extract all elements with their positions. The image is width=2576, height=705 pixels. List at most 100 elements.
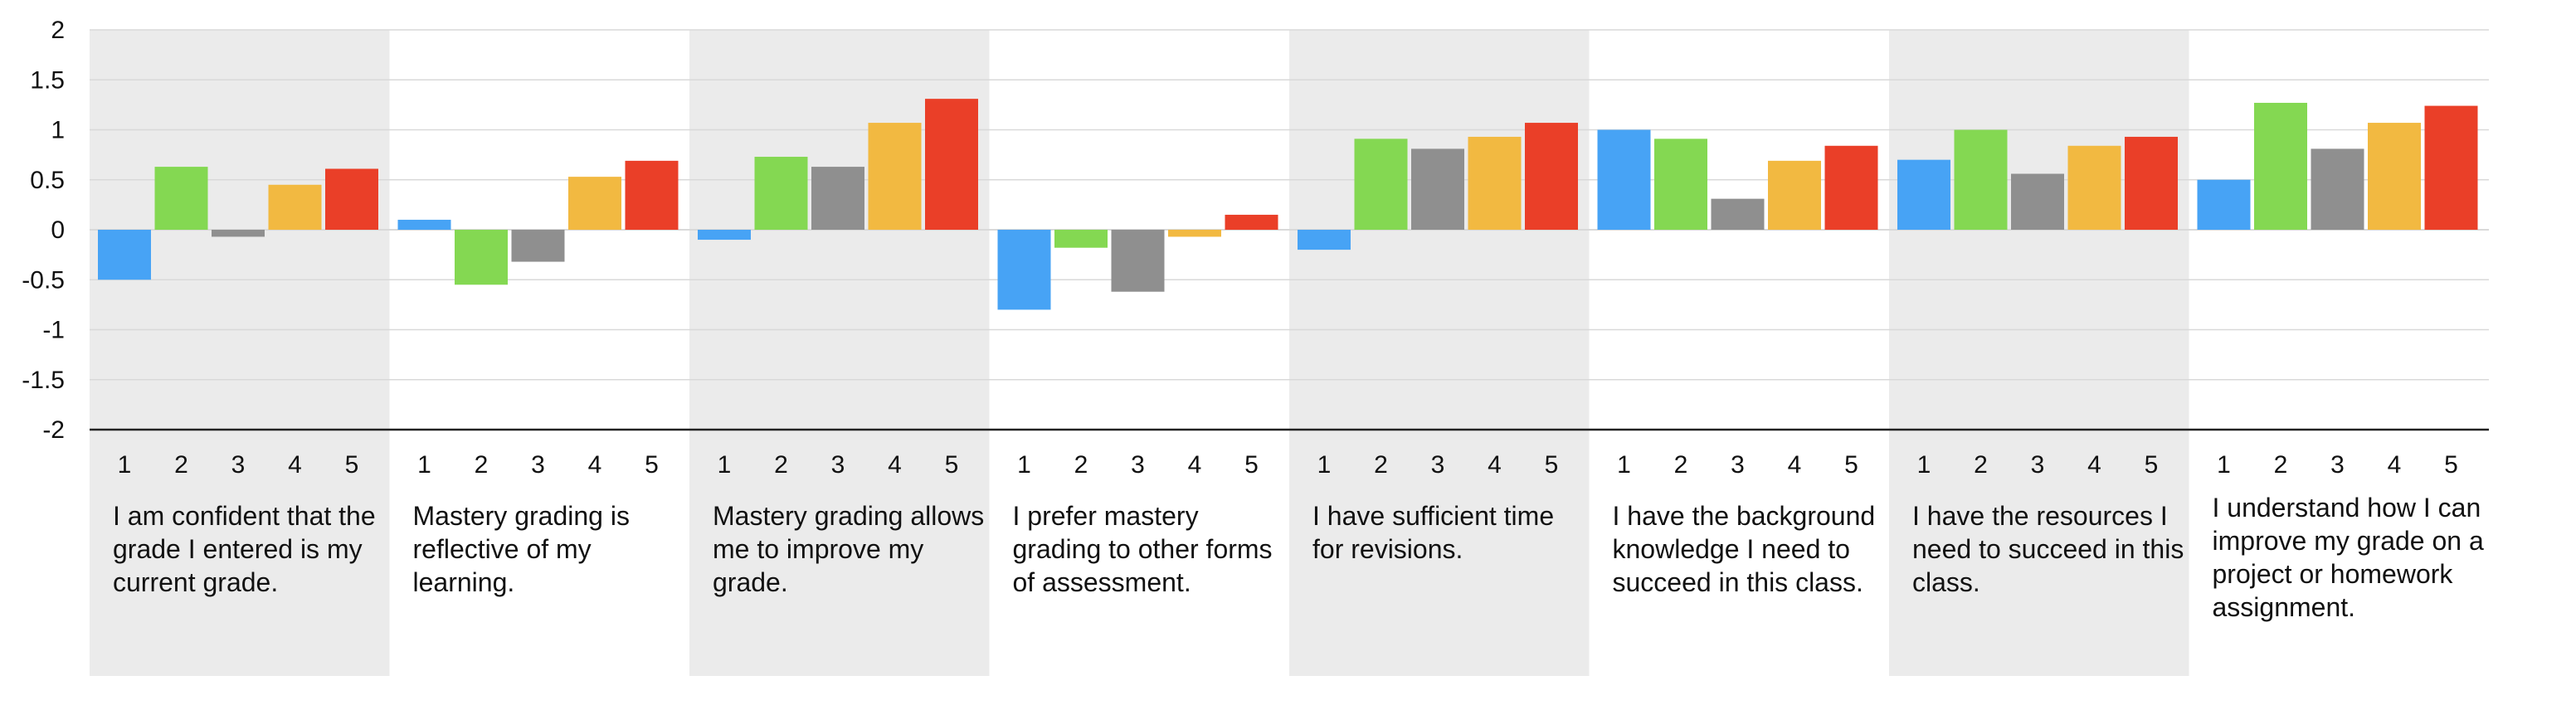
x-tick-label: 4 — [288, 451, 302, 479]
bar — [154, 167, 208, 230]
bar — [1711, 198, 1765, 230]
bar — [2011, 173, 2064, 230]
bar — [1824, 145, 1878, 230]
x-tick-label: 3 — [231, 451, 246, 479]
x-tick-label: 4 — [1188, 451, 1202, 479]
x-tick-label: 5 — [945, 451, 959, 479]
bar — [98, 230, 151, 280]
x-tick-label: 3 — [1731, 451, 1745, 479]
x-tick-label: 5 — [2145, 451, 2159, 479]
x-tick-label: 5 — [1244, 451, 1259, 479]
bar — [2197, 179, 2251, 230]
category-label: I have the resources I need to succeed i… — [1912, 501, 2184, 597]
bar — [925, 99, 978, 231]
y-tick-label: 2 — [51, 17, 65, 44]
y-tick-label: -2 — [42, 416, 65, 444]
bar — [1954, 129, 2008, 230]
bar — [268, 184, 322, 230]
x-tick-label: 1 — [1917, 451, 1931, 479]
bar — [1654, 139, 1707, 230]
y-tick-label: -0.5 — [22, 266, 65, 294]
bar — [397, 219, 451, 230]
bar — [997, 230, 1051, 310]
bar — [868, 123, 922, 230]
group-band — [90, 30, 390, 676]
x-tick-label: 1 — [417, 451, 431, 479]
x-tick-label: 1 — [2217, 451, 2231, 479]
x-tick-label: 1 — [118, 451, 132, 479]
x-tick-label: 2 — [1374, 451, 1388, 479]
x-tick-label: 4 — [2388, 451, 2402, 479]
bar — [1768, 160, 1821, 230]
bar — [1897, 159, 1950, 230]
bar — [568, 177, 621, 230]
bar — [698, 230, 751, 241]
bar — [811, 167, 864, 230]
y-tick-label: -1.5 — [22, 367, 65, 394]
x-tick-label: 3 — [1431, 451, 1445, 479]
bar — [2424, 105, 2478, 230]
bar — [1168, 230, 1221, 237]
x-tick-label: 2 — [1674, 451, 1688, 479]
x-tick-label: 4 — [1488, 451, 1502, 479]
bar — [455, 230, 508, 285]
bar — [1298, 230, 1351, 250]
x-tick-label: 5 — [1844, 451, 1858, 479]
gridlines — [90, 29, 2489, 381]
x-tick-label: 5 — [2444, 451, 2458, 479]
x-tick-label: 3 — [531, 451, 545, 479]
y-tick-label: 0 — [51, 216, 65, 244]
bar — [754, 157, 808, 230]
bar — [1054, 230, 1108, 248]
bar — [511, 230, 565, 262]
bar — [2125, 136, 2178, 230]
category-label: I have sufficient time for revisions. — [1312, 501, 1555, 564]
x-tick-label: 3 — [2031, 451, 2045, 479]
bar — [325, 168, 378, 230]
x-tick-label: 1 — [1617, 451, 1631, 479]
x-tick-label: 2 — [174, 451, 188, 479]
bar — [1111, 230, 1165, 292]
bars — [98, 99, 2478, 310]
bar — [2311, 148, 2364, 230]
category-label: Mastery grading allows me to improve my … — [713, 501, 985, 597]
x-tick-label: 3 — [831, 451, 845, 479]
y-tick-label: 1.5 — [30, 66, 65, 94]
y-tick-label: 1 — [51, 117, 65, 144]
bar — [212, 230, 265, 237]
x-tick-label: 1 — [1017, 451, 1031, 479]
bar — [2067, 145, 2121, 230]
category-label: Mastery grading is reflective of my lear… — [412, 501, 630, 597]
x-tick-label: 2 — [1974, 451, 1988, 479]
bar — [1411, 148, 1464, 230]
y-tick-labels: 2 1.5 1 0.5 0 -0.5 -1 -1.5 -2 — [22, 17, 65, 444]
x-tick-label: 2 — [774, 451, 788, 479]
bar — [1225, 214, 1278, 230]
category-label: I am confident that the grade I entered … — [113, 501, 376, 597]
category-label: I have the background knowledge I need t… — [1612, 501, 1876, 597]
x-tick-label: 2 — [475, 451, 489, 479]
x-tick-label: 5 — [1545, 451, 1559, 479]
x-tick-label: 5 — [345, 451, 359, 479]
x-tick-label: 1 — [718, 451, 732, 479]
bar — [1597, 129, 1651, 230]
x-tick-label: 3 — [2330, 451, 2345, 479]
x-tick-label: 5 — [645, 451, 659, 479]
bar — [625, 160, 679, 230]
bar — [2254, 102, 2307, 230]
category-label: I prefer mastery grading to other forms … — [1012, 501, 1273, 597]
x-tick-label: 4 — [888, 451, 902, 479]
bar — [1354, 139, 1408, 230]
x-tick-label: 4 — [588, 451, 602, 479]
x-tick-label: 2 — [2274, 451, 2288, 479]
bar — [2368, 123, 2421, 230]
x-tick-labels: 1 2 3 4 5 1 2 3 4 5 1 2 3 4 5 1 2 3 4 5 1 2 3 4 5 1 2 3 4 5 1 2 3 4 5 1 2 3 4 5 — [118, 451, 2458, 479]
y-tick-label: -1 — [42, 317, 65, 344]
category-label: I understand how I can improve my grade … — [2212, 493, 2484, 622]
y-tick-label: 0.5 — [30, 167, 65, 194]
bar — [1468, 136, 1522, 230]
x-tick-label: 4 — [2087, 451, 2101, 479]
x-tick-label: 3 — [1131, 451, 1145, 479]
x-tick-label: 2 — [1074, 451, 1088, 479]
